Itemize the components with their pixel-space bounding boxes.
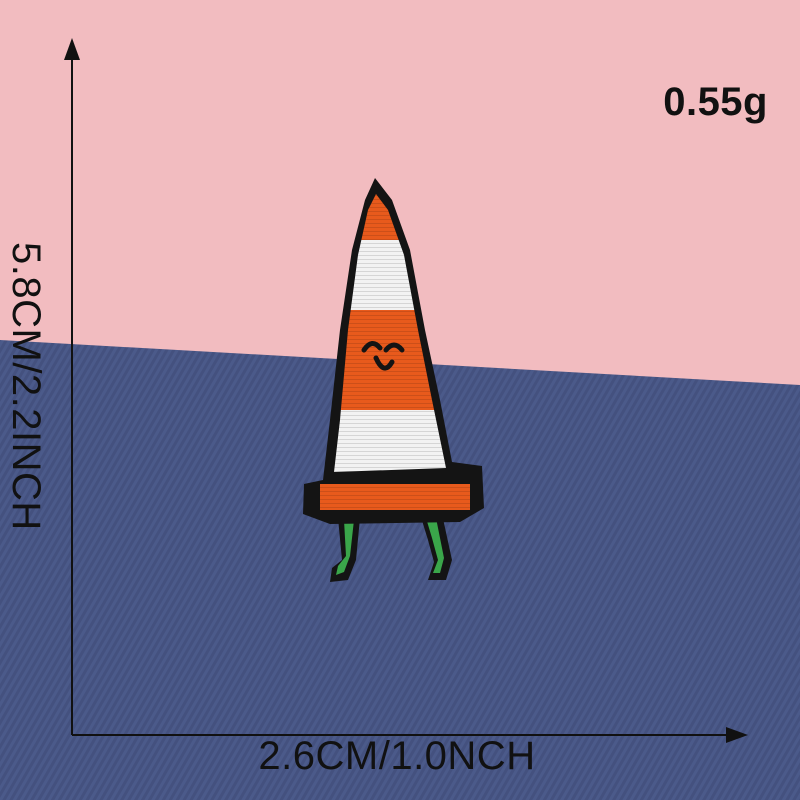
denim-background xyxy=(0,340,800,800)
weight-label: 0.55g xyxy=(663,80,768,124)
height-dimension-label: 5.8CM/2.2INCH xyxy=(4,242,48,531)
measurement-axes xyxy=(64,38,748,743)
left-leg xyxy=(330,518,360,582)
cone-face xyxy=(361,341,405,371)
width-dimension-label: 2.6CM/1.0NCH xyxy=(258,734,536,778)
